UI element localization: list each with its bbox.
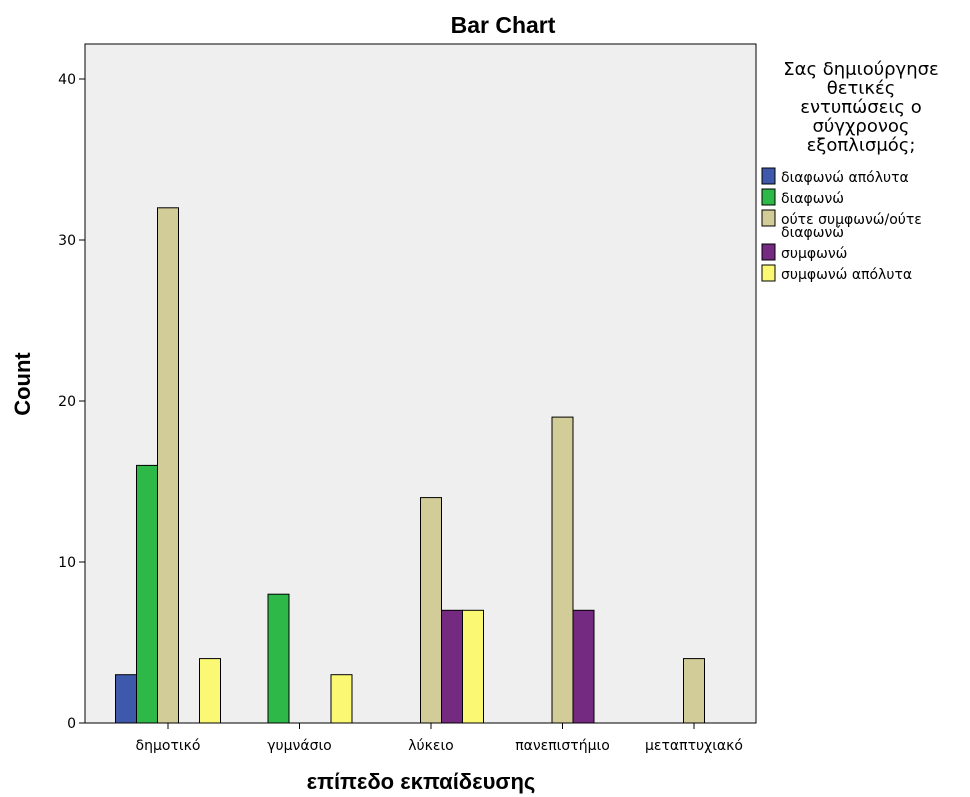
- x-tick-label: δημοτικό: [136, 738, 201, 754]
- legend-swatch: [761, 188, 776, 206]
- y-tick-label: 30: [58, 233, 76, 249]
- x-tick-label: μεταπτυχιακό: [645, 738, 743, 754]
- legend-label: διαφωνώ: [781, 225, 844, 241]
- bar: [683, 658, 705, 724]
- legend-title-line: εντυπώσεις ο: [800, 97, 921, 118]
- bar: [136, 464, 158, 724]
- y-tick-label: 40: [58, 72, 76, 88]
- legend-label: διαφωνώ απόλυτα: [781, 170, 909, 186]
- bar: [330, 674, 353, 724]
- bar: [420, 497, 442, 724]
- legend-title-line: σύγχρονος: [813, 116, 910, 137]
- y-tick-label: 0: [67, 716, 76, 732]
- x-tick-label: γυμνάσιο: [267, 738, 332, 754]
- bar: [551, 416, 574, 724]
- legend-label: συμφωνώ απόλυτα: [781, 267, 912, 283]
- bar: [199, 658, 221, 724]
- legend-swatch: [761, 167, 776, 185]
- x-tick-label: λύκειο: [408, 738, 454, 754]
- legend-swatch: [761, 264, 776, 282]
- bar: [267, 593, 290, 724]
- chart-title: Bar Chart: [451, 12, 556, 38]
- y-axis-title: Count: [10, 352, 35, 416]
- legend-swatch: [761, 209, 776, 227]
- bar: [441, 609, 463, 724]
- legend-swatch: [761, 243, 776, 261]
- bars: [115, 207, 705, 724]
- bar: [462, 609, 484, 724]
- bar: [115, 674, 137, 724]
- legend-title-line: Σας δημιούργησε: [783, 59, 939, 80]
- y-tick-label: 10: [58, 555, 76, 571]
- x-axis: δημοτικό γυμνάσιο λύκειο πανεπιστήμιο μεταπτ…: [136, 723, 743, 754]
- legend-label: συμφωνώ: [781, 246, 847, 262]
- bar: [157, 207, 179, 724]
- legend-title-line: εξοπλισμός;: [807, 135, 916, 156]
- y-axis: 0 10 20 30 40: [58, 72, 85, 732]
- y-tick-label: 20: [58, 394, 76, 410]
- x-axis-title: επίπεδο εκπαίδευσης: [307, 769, 536, 794]
- legend-title-line: θετικές: [827, 78, 896, 99]
- bar: [572, 609, 595, 724]
- legend-label: διαφωνώ: [781, 191, 844, 207]
- legend-label: ούτε συμφωνώ/ούτε: [781, 212, 922, 228]
- x-tick-label: πανεπιστήμιο: [515, 738, 610, 754]
